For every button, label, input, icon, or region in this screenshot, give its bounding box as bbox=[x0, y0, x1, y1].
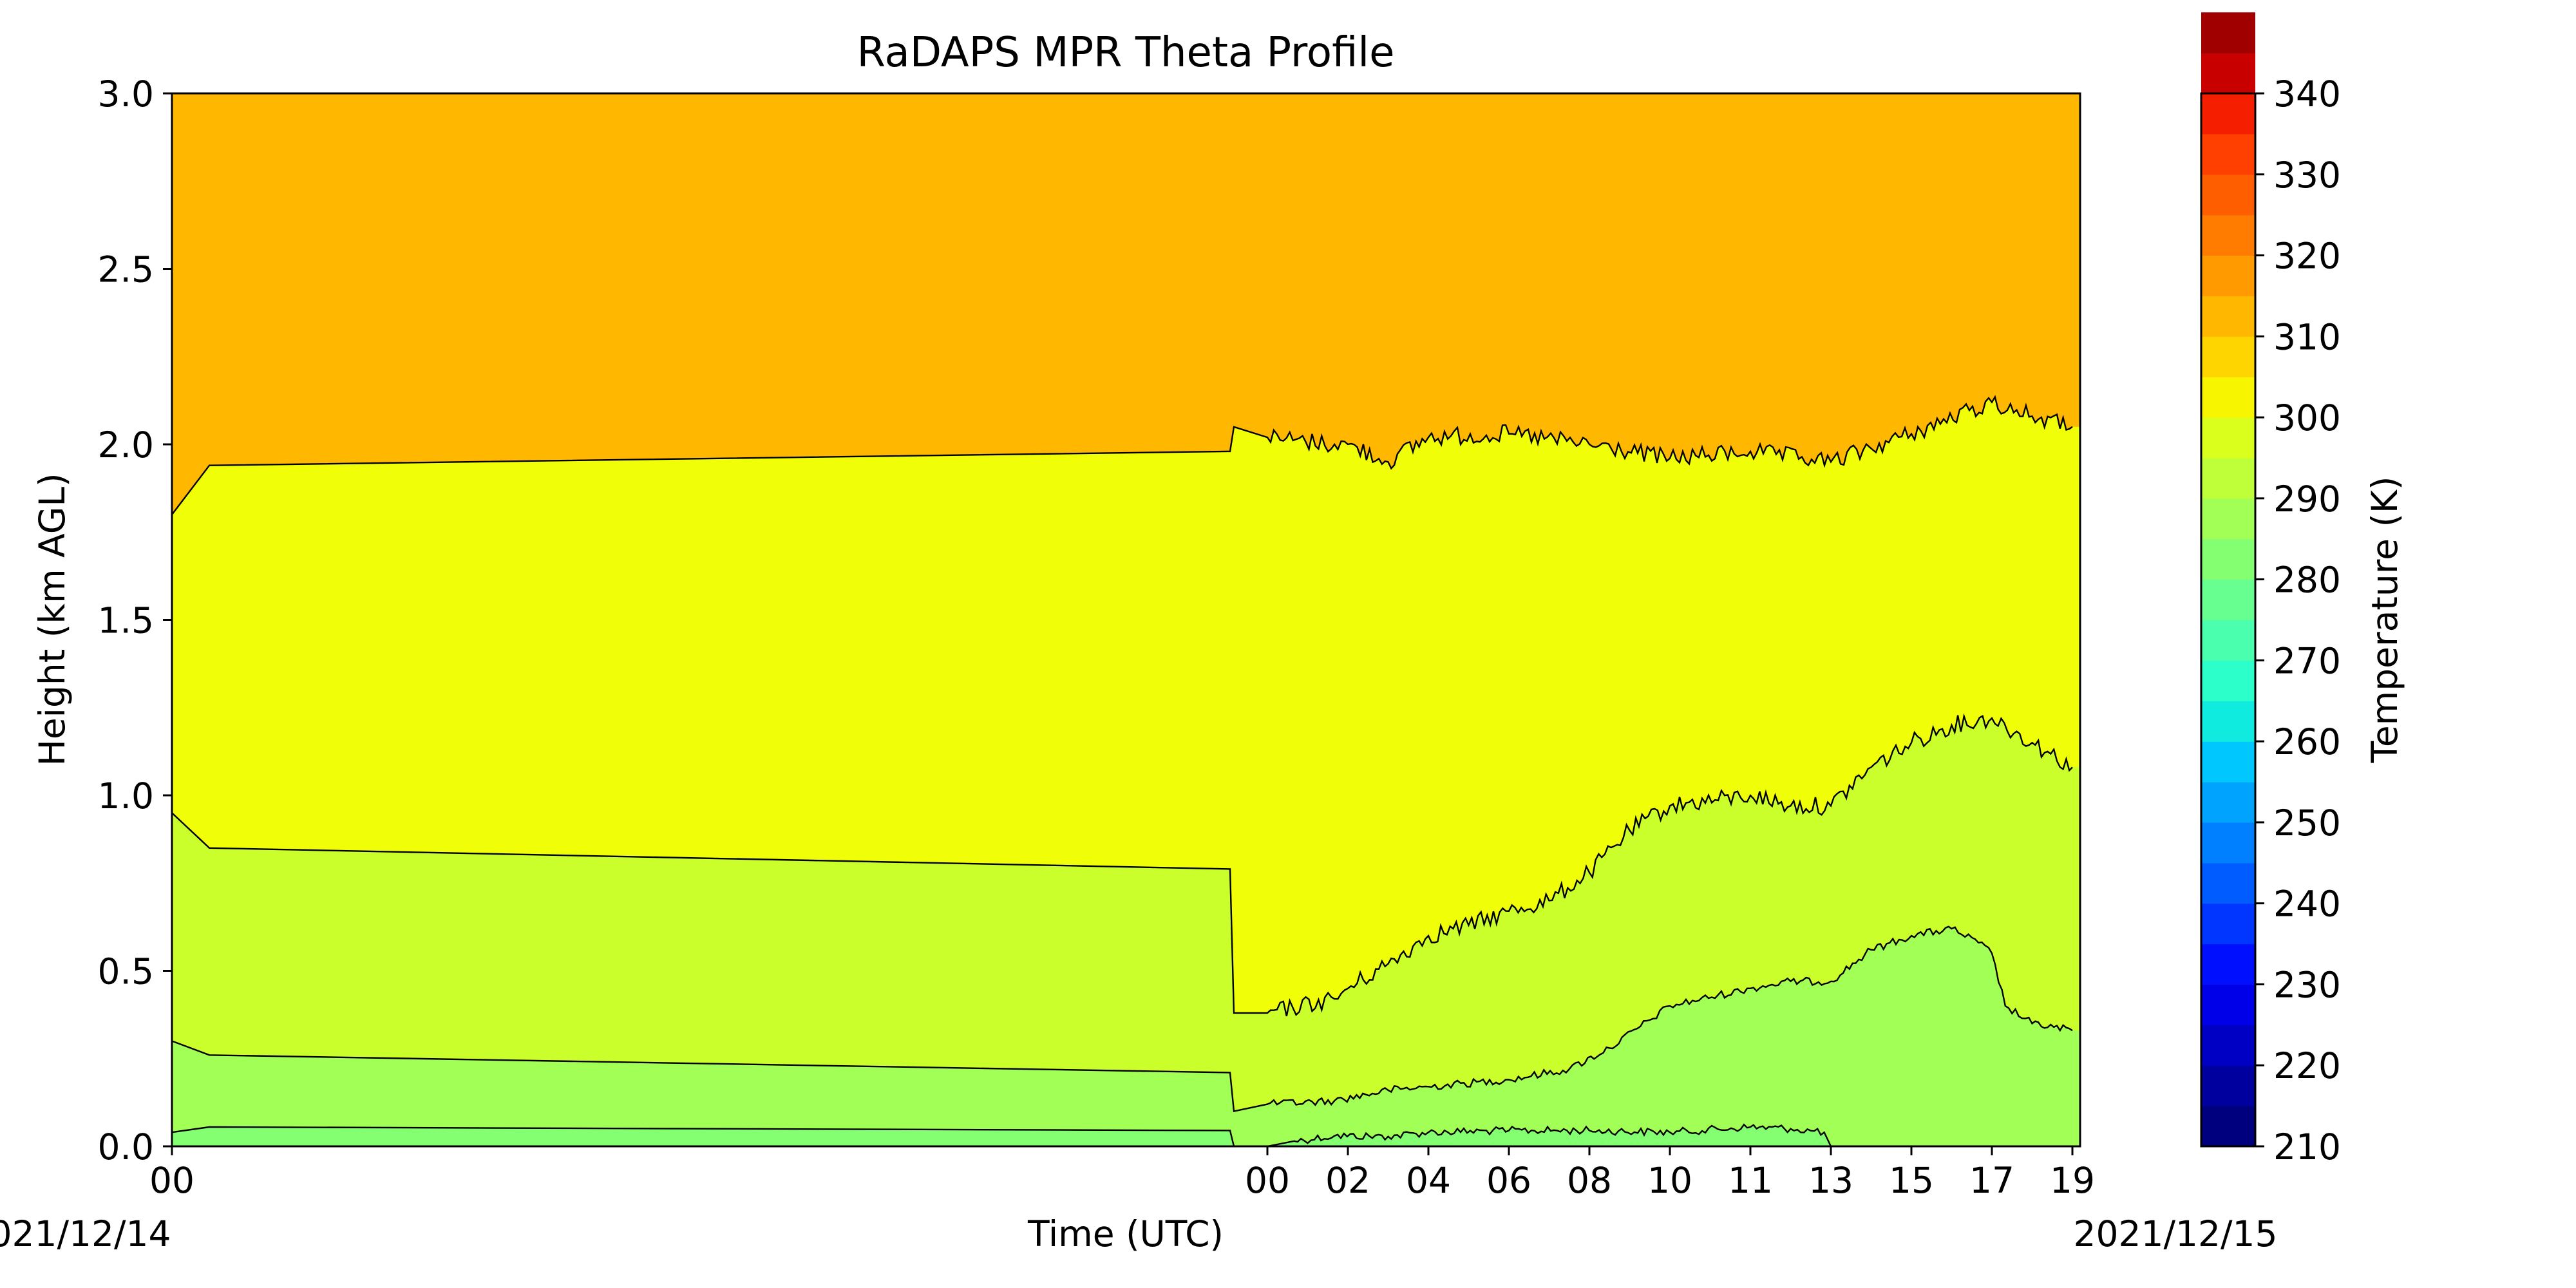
y-axis-label: Height (km AGL) bbox=[32, 473, 73, 766]
x-axis: 00 00 02 04 06 08 10 11 13 15 17 19 bbox=[149, 1146, 2095, 1201]
x-tick-label: 08 bbox=[1567, 1160, 1612, 1201]
colorbar-band bbox=[2201, 1106, 2255, 1147]
colorbar-band bbox=[2201, 620, 2255, 661]
colorbar-band bbox=[2201, 862, 2255, 904]
colorbar-band bbox=[2201, 579, 2255, 621]
colorbar-tick-label: 270 bbox=[2273, 640, 2341, 681]
colorbar-tick-label: 310 bbox=[2273, 316, 2341, 357]
colorbar-band bbox=[2201, 701, 2255, 742]
colorbar-band bbox=[2201, 417, 2255, 459]
chart-title: RaDAPS MPR Theta Profile bbox=[857, 29, 1394, 77]
colorbar-tick-label: 290 bbox=[2273, 478, 2341, 520]
colorbar-tick-label: 330 bbox=[2273, 155, 2341, 196]
x-tick-label: 15 bbox=[1889, 1160, 1934, 1201]
colorbar-tick-label: 240 bbox=[2273, 884, 2341, 925]
contour-line-285 bbox=[172, 925, 2073, 1112]
y-tick-label: 2.5 bbox=[98, 249, 154, 290]
colorbar-band bbox=[2201, 1025, 2255, 1066]
x-axis-label: Time (UTC) bbox=[1027, 1213, 1224, 1255]
colorbar-band bbox=[2201, 174, 2255, 216]
colorbar-bands bbox=[2201, 12, 2255, 1147]
x-tick-label: 11 bbox=[1728, 1160, 1773, 1201]
colorbar-band bbox=[2201, 255, 2255, 297]
colorbar-tick-label: 280 bbox=[2273, 560, 2341, 601]
colorbar-band bbox=[2201, 943, 2255, 985]
y-tick-label: 3.0 bbox=[98, 73, 154, 115]
x-tick-label: 06 bbox=[1486, 1160, 1531, 1201]
plot-area bbox=[171, 92, 2081, 1148]
x-tick-label: 02 bbox=[1325, 1160, 1370, 1201]
colorbar-tick-label: 220 bbox=[2273, 1045, 2341, 1086]
colorbar-tick-label: 230 bbox=[2273, 964, 2341, 1005]
y-tick-label: 0.5 bbox=[98, 951, 154, 992]
colorbar-band bbox=[2201, 133, 2255, 175]
colorbar-band bbox=[2201, 93, 2255, 135]
date-label: 2021/12/15 bbox=[2073, 1213, 2277, 1255]
x-tick-label: 10 bbox=[1647, 1160, 1692, 1201]
colorbar-band bbox=[2201, 214, 2255, 256]
x-tick-label: 17 bbox=[1969, 1160, 2014, 1201]
y-axis: 0.0 0.5 1.0 1.5 2.0 2.5 3.0 bbox=[98, 73, 172, 1168]
x-tick-label: 00 bbox=[149, 1160, 194, 1201]
colorbar-frame bbox=[2200, 92, 2257, 1148]
colorbar-band bbox=[2201, 822, 2255, 864]
colorbar-tick-label: 250 bbox=[2273, 802, 2341, 844]
colorbar-band bbox=[2201, 538, 2255, 580]
y-tick-label: 2.0 bbox=[98, 424, 154, 466]
y-tick-label: 0.0 bbox=[98, 1126, 154, 1168]
colorbar-band bbox=[2201, 782, 2255, 823]
colorbar-band bbox=[2201, 741, 2255, 782]
colorbar-tick-label: 210 bbox=[2273, 1126, 2341, 1168]
date-labels: 2021/12/14 2021/12/15 bbox=[0, 1213, 2278, 1255]
x-tick-label: 13 bbox=[1808, 1160, 1853, 1201]
x-tick-label: 04 bbox=[1406, 1160, 1451, 1201]
colorbar-band bbox=[2201, 377, 2255, 418]
contour-line-280 bbox=[172, 1123, 1832, 1146]
colorbar-band bbox=[2201, 498, 2255, 540]
contour-lines bbox=[172, 395, 2073, 1146]
colorbar-band bbox=[2201, 457, 2255, 499]
colorbar-band bbox=[2201, 53, 2255, 94]
y-tick-label: 1.5 bbox=[98, 600, 154, 641]
colorbar-ticks: 210 220 230 240 250 260 270 280 290 300 310 320 330 3… bbox=[2255, 73, 2341, 1168]
contour-fills bbox=[172, 93, 2080, 1146]
colorbar-band bbox=[2201, 984, 2255, 1025]
x-tick-label: 19 bbox=[2050, 1160, 2095, 1201]
colorbar-band bbox=[2201, 296, 2255, 337]
x-tick-label: 00 bbox=[1245, 1160, 1290, 1201]
y-tick-label: 1.0 bbox=[98, 775, 154, 817]
colorbar-band bbox=[2201, 660, 2255, 701]
colorbar-tick-label: 320 bbox=[2273, 236, 2341, 277]
contour-line-295 bbox=[172, 395, 2073, 515]
date-label: 2021/12/14 bbox=[0, 1213, 171, 1255]
colorbar-label: Temperature (K) bbox=[2364, 477, 2405, 764]
colorbar-band bbox=[2201, 903, 2255, 945]
colorbar-band bbox=[2201, 12, 2255, 53]
colorbar-tick-label: 340 bbox=[2273, 73, 2341, 115]
fill-band-300 bbox=[172, 93, 2080, 515]
contour-line-290 bbox=[172, 713, 2073, 1017]
colorbar-tick-label: 300 bbox=[2273, 397, 2341, 439]
colorbar-tick-label: 260 bbox=[2273, 721, 2341, 762]
colorbar-band bbox=[2201, 1065, 2255, 1106]
colorbar: 210 220 230 240 250 260 270 280 290 300 310 320 330 3… bbox=[2200, 12, 2405, 1168]
colorbar-band bbox=[2201, 336, 2255, 377]
